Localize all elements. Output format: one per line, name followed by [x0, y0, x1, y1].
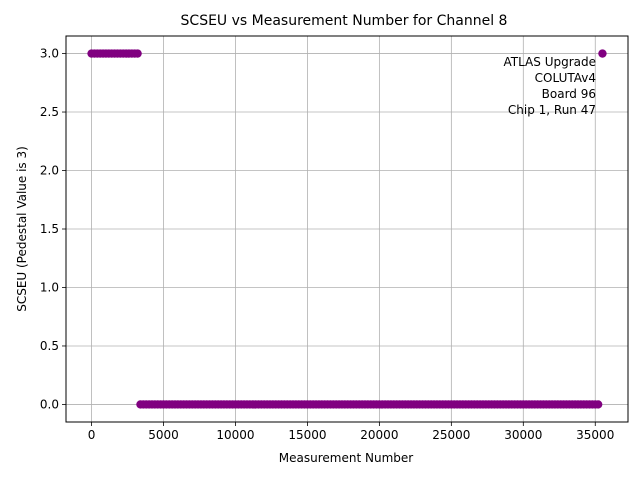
y-tick-label: 0.0: [40, 397, 59, 411]
annotation-line: Chip 1, Run 47: [508, 103, 596, 117]
annotation-line: COLUTAv4: [535, 71, 596, 85]
chart-title: SCSEU vs Measurement Number for Channel …: [181, 13, 508, 29]
y-tick-label: 1.5: [40, 222, 59, 236]
x-tick-label: 20000: [360, 428, 398, 442]
x-tick-label: 0: [88, 428, 96, 442]
x-tick-label: 5000: [148, 428, 179, 442]
x-axis-label: Measurement Number: [279, 451, 413, 465]
annotation-line: Board 96: [542, 87, 596, 101]
annotation-line: ATLAS Upgrade: [503, 55, 596, 69]
x-tick-label: 35000: [576, 428, 614, 442]
y-tick-label: 0.5: [40, 339, 59, 353]
x-axis: 0 5000 10000 15000 20000 25000 30000 35000: [88, 422, 614, 442]
y-tick-label: 1.0: [40, 280, 59, 294]
data-points: [87, 49, 607, 409]
data-point: [598, 49, 607, 58]
x-tick-label: 25000: [432, 428, 470, 442]
annotation-box: ATLAS Upgrade COLUTAv4 Board 96 Chip 1, Run…: [503, 55, 596, 117]
y-tick-label: 2.0: [40, 164, 59, 178]
y-axis-label: SCSEU (Pedestal Value is 3): [15, 146, 29, 312]
y-tick-label: 2.5: [40, 105, 59, 119]
y-axis: 0.0 0.5 1.0 1.5 2.0 2.5 3.0: [40, 47, 66, 411]
grid: [66, 36, 628, 422]
data-point: [133, 49, 142, 58]
x-tick-label: 15000: [288, 428, 326, 442]
data-point: [593, 400, 603, 409]
x-tick-label: 10000: [216, 428, 254, 442]
x-tick-label: 30000: [504, 428, 542, 442]
y-tick-label: 3.0: [40, 47, 59, 61]
